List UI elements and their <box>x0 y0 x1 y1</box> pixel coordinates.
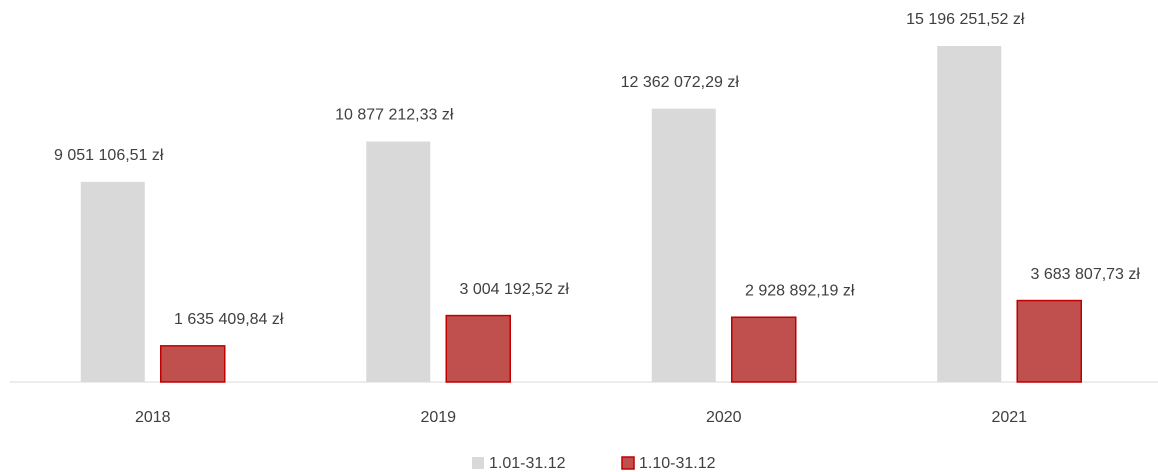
data-label: 12 362 072,29 zł <box>621 74 740 91</box>
bar <box>731 316 797 383</box>
data-label: 2 928 892,19 zł <box>745 282 855 299</box>
x-tick-label: 2020 <box>706 409 742 426</box>
bar <box>1016 299 1082 383</box>
bar <box>160 345 226 383</box>
data-label: 10 877 212,33 zł <box>335 107 454 124</box>
x-tick-label: 2021 <box>991 409 1027 426</box>
data-label: 9 051 106,51 zł <box>54 147 164 164</box>
data-label: 3 683 807,73 zł <box>1031 266 1141 283</box>
legend-label: 1.01-31.12 <box>489 455 566 472</box>
legend-label: 1.10-31.12 <box>639 455 716 472</box>
x-tick-label: 2018 <box>135 409 171 426</box>
bar <box>80 181 145 382</box>
legend-swatch <box>472 457 484 469</box>
bar <box>445 314 511 383</box>
legend-swatch <box>621 456 635 470</box>
data-label: 15 196 251,52 zł <box>906 11 1025 28</box>
bar <box>651 108 716 382</box>
bar <box>937 46 1002 382</box>
data-label: 1 635 409,84 zł <box>174 311 284 328</box>
data-label: 3 004 192,52 zł <box>460 281 570 298</box>
x-tick-label: 2019 <box>420 409 456 426</box>
bar <box>366 141 431 382</box>
